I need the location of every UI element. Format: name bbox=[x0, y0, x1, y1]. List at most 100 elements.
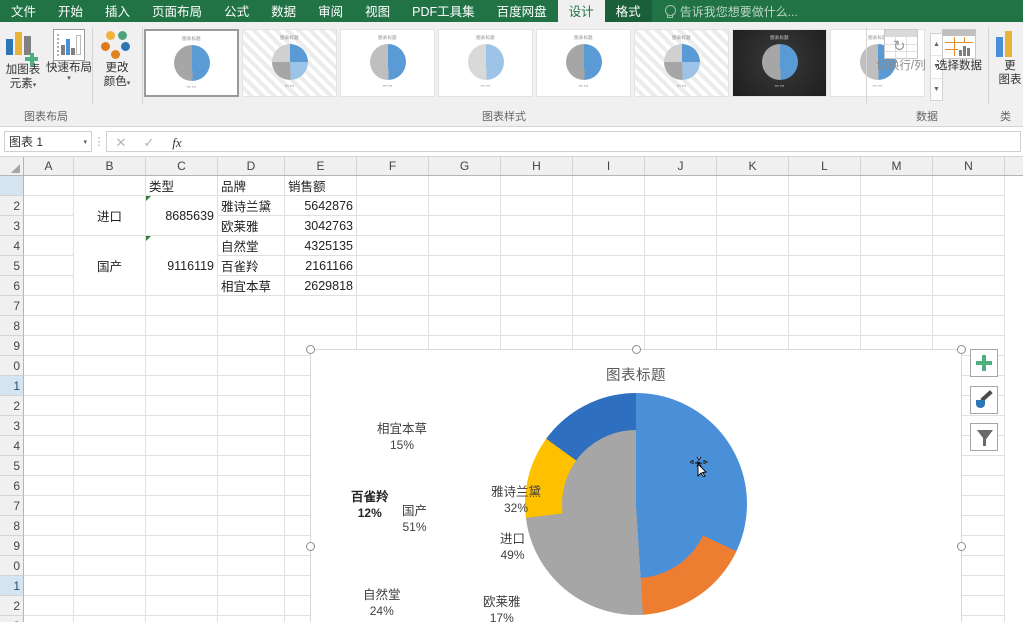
cell-empty[interactable] bbox=[146, 296, 218, 316]
column-header-L[interactable]: L bbox=[789, 157, 861, 175]
column-header-M[interactable]: M bbox=[861, 157, 933, 175]
cell-empty[interactable] bbox=[24, 576, 74, 596]
data-label-oulaiya[interactable]: 欧莱雅 17% bbox=[483, 595, 521, 622]
tell-me-box[interactable]: 告诉我您想要做什么... bbox=[652, 0, 798, 22]
cell-empty[interactable] bbox=[24, 396, 74, 416]
cell-L3[interactable] bbox=[789, 216, 861, 236]
cell-empty[interactable] bbox=[24, 476, 74, 496]
cell-empty[interactable] bbox=[24, 516, 74, 536]
cell-empty[interactable] bbox=[146, 496, 218, 516]
row-header[interactable]: 6 bbox=[0, 276, 24, 296]
cell-empty[interactable] bbox=[218, 536, 285, 556]
cell-empty[interactable] bbox=[933, 556, 1005, 576]
cell-empty[interactable] bbox=[933, 456, 1005, 476]
column-header-G[interactable]: G bbox=[429, 157, 501, 175]
cell-F6[interactable] bbox=[357, 276, 429, 296]
insert-function-icon[interactable]: fx bbox=[172, 134, 182, 150]
gallery-scroll-down[interactable]: ▼ bbox=[931, 56, 942, 79]
row-header[interactable]: 5 bbox=[0, 456, 24, 476]
chevron-down-icon[interactable]: ▾ bbox=[83, 138, 87, 146]
column-header-H[interactable]: H bbox=[501, 157, 573, 175]
cell-empty[interactable] bbox=[24, 436, 74, 456]
cell-empty[interactable] bbox=[218, 496, 285, 516]
cell-empty[interactable] bbox=[74, 316, 146, 336]
row-header[interactable]: 2 bbox=[0, 196, 24, 216]
cell-empty[interactable] bbox=[24, 536, 74, 556]
chart-style-item[interactable]: 图表标题 ▪▪▪ ▪▪▪ bbox=[242, 29, 337, 97]
confirm-entry-icon[interactable]: ✓ bbox=[143, 134, 155, 150]
cell-empty[interactable] bbox=[218, 576, 285, 596]
cell-C1[interactable]: 类型 bbox=[146, 176, 218, 196]
cell-H2[interactable] bbox=[501, 196, 573, 216]
formula-bar-grip[interactable]: ⋮ bbox=[93, 136, 105, 148]
cell-empty[interactable] bbox=[218, 556, 285, 576]
cell-empty[interactable] bbox=[357, 316, 429, 336]
row-header[interactable]: 9 bbox=[0, 336, 24, 356]
cell-H3[interactable] bbox=[501, 216, 573, 236]
cell-G6[interactable] bbox=[429, 276, 501, 296]
cell-empty[interactable] bbox=[933, 316, 1005, 336]
cell-M6[interactable] bbox=[861, 276, 933, 296]
cell-empty[interactable] bbox=[218, 416, 285, 436]
resize-handle-w[interactable] bbox=[306, 542, 315, 551]
chart-styles-button[interactable] bbox=[970, 386, 998, 414]
cell-L5[interactable] bbox=[789, 256, 861, 276]
cell-empty[interactable] bbox=[933, 536, 1005, 556]
row-header[interactable]: 2 bbox=[0, 596, 24, 616]
cell-empty[interactable] bbox=[218, 296, 285, 316]
data-label-xiangyibencao[interactable]: 相宜本草 15% bbox=[377, 422, 428, 452]
cell-empty[interactable] bbox=[933, 616, 1005, 622]
cell-M4[interactable] bbox=[861, 236, 933, 256]
cell-M1[interactable] bbox=[861, 176, 933, 196]
tab-design[interactable]: 设计 bbox=[557, 0, 605, 22]
data-label-zirantang[interactable]: 自然堂 24% bbox=[363, 588, 401, 618]
cell-H6[interactable] bbox=[501, 276, 573, 296]
formula-input[interactable] bbox=[191, 131, 1021, 152]
cancel-entry-icon[interactable]: ✕ bbox=[115, 134, 127, 150]
cell-C4-merged-domestic-total[interactable]: 9116119 bbox=[146, 236, 218, 296]
cell-empty[interactable] bbox=[933, 396, 1005, 416]
tab-data[interactable]: 数据 bbox=[271, 4, 297, 19]
cell-empty[interactable] bbox=[74, 376, 146, 396]
cell-K6[interactable] bbox=[717, 276, 789, 296]
change-colors-button[interactable]: 更改 颜色▾ bbox=[92, 25, 142, 90]
cell-empty[interactable] bbox=[861, 316, 933, 336]
cell-empty[interactable] bbox=[24, 376, 74, 396]
cell-empty[interactable] bbox=[789, 316, 861, 336]
cell-empty[interactable] bbox=[74, 536, 146, 556]
row-header[interactable]: 0 bbox=[0, 356, 24, 376]
cell-empty[interactable] bbox=[218, 516, 285, 536]
tab-page-layout[interactable]: 页面布局 bbox=[152, 4, 203, 19]
cell-I2[interactable] bbox=[573, 196, 645, 216]
cell-empty[interactable] bbox=[285, 316, 357, 336]
cell-E1[interactable]: 销售额 bbox=[285, 176, 357, 196]
cell-C2-merged-import-total[interactable]: 8685639 bbox=[146, 196, 218, 236]
cell-F5[interactable] bbox=[357, 256, 429, 276]
cell-empty[interactable] bbox=[218, 396, 285, 416]
cell-L6[interactable] bbox=[789, 276, 861, 296]
cell-K3[interactable] bbox=[717, 216, 789, 236]
chart-style-item[interactable]: 图表标题 ▪▪▪ ▪▪▪ bbox=[340, 29, 435, 97]
cell-empty[interactable] bbox=[146, 316, 218, 336]
cell-empty[interactable] bbox=[146, 336, 218, 356]
cell-empty[interactable] bbox=[146, 516, 218, 536]
cell-empty[interactable] bbox=[218, 596, 285, 616]
tab-format[interactable]: 格式 bbox=[604, 0, 652, 22]
cell-empty[interactable] bbox=[146, 396, 218, 416]
cell-I4[interactable] bbox=[573, 236, 645, 256]
chart-title[interactable]: 图表标题 bbox=[606, 368, 666, 384]
cell-empty[interactable] bbox=[933, 516, 1005, 536]
cell-K1[interactable] bbox=[717, 176, 789, 196]
resize-handle-e[interactable] bbox=[957, 542, 966, 551]
row-header[interactable]: 1 bbox=[0, 576, 24, 596]
cell-J4[interactable] bbox=[645, 236, 717, 256]
quick-layout-button[interactable]: 快速布局 ▾ bbox=[46, 25, 92, 84]
name-box[interactable]: 图表 1 ▾ bbox=[4, 131, 92, 152]
cell-K4[interactable] bbox=[717, 236, 789, 256]
cell-empty[interactable] bbox=[933, 376, 1005, 396]
column-header-A[interactable]: A bbox=[24, 157, 74, 175]
cell-D6[interactable]: 相宜本草 bbox=[218, 276, 285, 296]
cell-J5[interactable] bbox=[645, 256, 717, 276]
cell-empty[interactable] bbox=[74, 616, 146, 622]
cell-empty[interactable] bbox=[933, 596, 1005, 616]
